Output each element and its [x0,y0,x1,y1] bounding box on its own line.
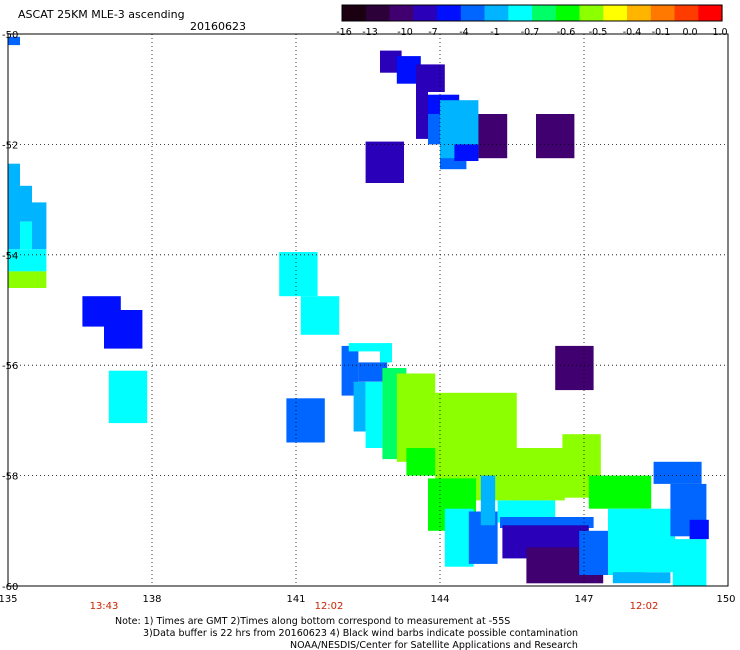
data-cell [480,475,496,526]
time-label-right: 12:02 [630,601,659,612]
note-line-2: 3)Data buffer is 22 hrs from 20160623 4)… [143,628,578,639]
x-tick-label: 135 [0,594,18,605]
data-cell [653,461,702,484]
colorbar-label: -0.5 [589,27,608,38]
colorbar-swatch [413,5,438,21]
y-tick-label: -58 [2,472,18,483]
colorbar-swatch [555,5,581,21]
data-cell [689,519,709,540]
data-cell [104,310,143,349]
y-tick-label: -54 [2,251,18,262]
colorbar-label: -0.4 [623,27,642,38]
colorbar-swatch [365,5,391,21]
data-cell [8,163,20,178]
y-tick-label: -56 [2,361,18,372]
colorbar-swatch [437,5,462,21]
colorbar-swatch [650,5,676,21]
data-cell [612,572,671,584]
colorbar-label: -1 [490,27,499,38]
data-cell [8,177,20,250]
y-tick-label: -60 [2,582,18,593]
data-cells [8,36,709,586]
colorbar-label: -0.1 [652,27,671,38]
colorbar-label: -4 [459,27,468,38]
data-cell [588,475,652,509]
colorbar-frame [341,4,723,22]
data-cell [497,500,556,523]
data-cell [396,373,436,462]
colorbar-swatch [627,5,652,21]
chart-title: ASCAT 25KM MLE-3 ascending [18,8,185,21]
note-line-3: NOAA/NESDIS/Center for Satellite Applica… [290,640,578,650]
colorbar-label: 1.0 [712,27,727,38]
data-cell [108,370,148,424]
x-tick-label: 150 [716,594,735,605]
data-cell [8,36,20,46]
data-cell [641,508,676,573]
colorbar-label: 0.0 [682,27,697,38]
colorbar-swatch [508,5,533,21]
data-cell [555,345,594,391]
x-tick-label: 147 [574,594,593,605]
data-cell [20,185,32,222]
x-tick-label: 141 [286,594,305,605]
data-cell [348,343,380,352]
colorbar-label: -7 [428,27,437,38]
data-cell [286,398,325,443]
data-cell [365,141,404,183]
gridlines [8,34,728,586]
colorbar-swatch [532,5,557,21]
colorbar-legend: -16 -13 -10 -7 -4 -1 -0.7 -0.6 -0.5 -0.4 -0.1 0.0 1.… [336,4,728,38]
colorbar-label: -0.7 [521,27,540,38]
data-cell [512,448,565,501]
colorbar-swatch [460,5,486,21]
axis-ticks: 135 138 141 144 147 150 -50 -52 -54 -56 -58 -60 [0,30,736,605]
data-cell [32,202,47,250]
data-cell [300,296,340,335]
colorbar-label: -16 [336,27,352,38]
colorbar-label: -0.6 [557,27,576,38]
data-cell [416,64,445,92]
x-tick-label: 138 [142,594,161,605]
time-label-middle: 12:02 [315,601,344,612]
data-cell [672,539,707,586]
time-label-left: 13:43 [90,601,119,612]
data-cell [8,271,47,288]
colorbar-swatch [579,5,604,21]
colorbar-swatch [389,5,414,21]
colorbar-swatch [484,5,509,21]
note-line-1: Note: 1) Times are GMT 2)Times along bot… [115,616,510,627]
colorbar-label: -13 [362,27,378,38]
colorbar-swatch [342,5,367,21]
x-tick-label: 144 [430,594,449,605]
y-tick-label: -50 [2,30,18,41]
data-cell [440,158,467,170]
data-cell [380,50,402,73]
colorbar-swatch [674,5,699,21]
data-cell [353,381,366,432]
data-cell [536,114,575,159]
chart-date: 20160623 [190,20,246,33]
data-cell [416,89,428,139]
colorbar-swatch [603,5,628,21]
data-cell [20,221,32,250]
data-cell [279,252,318,297]
data-cell [454,144,479,161]
data-cell [380,343,392,363]
y-tick-label: -52 [2,140,18,151]
data-cell [608,508,647,575]
plot-frame [7,33,729,587]
colorbar-label: -10 [397,27,413,38]
data-cell [500,517,594,528]
colorbar-swatch [698,5,723,21]
data-cell [358,362,388,382]
data-cell [365,381,383,448]
